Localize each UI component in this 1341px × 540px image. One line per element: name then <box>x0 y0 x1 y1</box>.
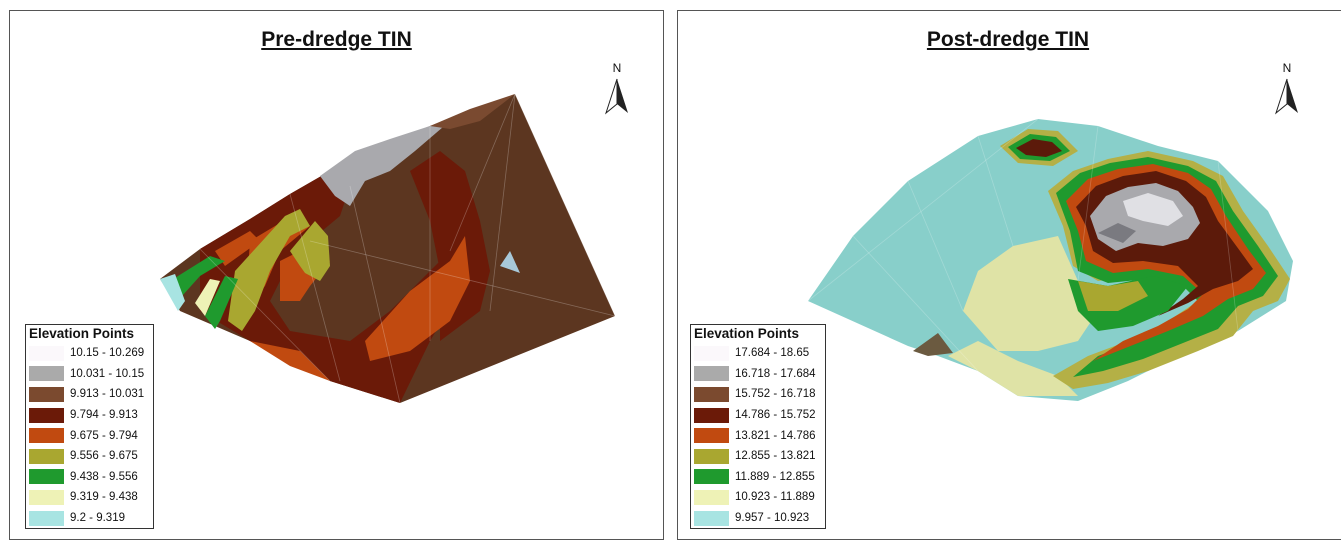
legend-swatch <box>694 469 729 485</box>
legend-label: 12.855 - 13.821 <box>735 450 816 463</box>
pre-dredge-tin-surface <box>160 93 616 404</box>
legend-item: 9.319 - 9.438 <box>26 487 153 508</box>
legend-item: 16.718 - 17.684 <box>691 364 825 385</box>
legend-item: 14.786 - 15.752 <box>691 405 825 426</box>
elevation-legend-right: Elevation Points 17.684 - 18.65 16.718 -… <box>690 324 826 529</box>
legend-swatch <box>29 386 64 402</box>
legend-item: 9.438 - 9.556 <box>26 467 153 488</box>
legend-label: 10.15 - 10.269 <box>70 347 145 360</box>
legend-label: 14.786 - 15.752 <box>735 409 816 422</box>
legend-label: 9.438 - 9.556 <box>70 470 138 483</box>
legend-item: 13.821 - 14.786 <box>691 425 825 446</box>
legend-item: 9.2 - 9.319 <box>26 508 153 529</box>
north-arrow-icon <box>605 78 628 115</box>
legend-label: 10.923 - 11.889 <box>735 491 815 504</box>
legend-swatch <box>29 510 64 526</box>
legend-swatch <box>694 428 729 444</box>
north-arrow-left: N <box>602 61 632 121</box>
north-arrow-icon <box>1275 78 1298 115</box>
legend-swatch <box>694 407 729 423</box>
legend-label: 9.957 - 10.923 <box>735 512 810 525</box>
legend-swatch <box>29 407 64 423</box>
legend-swatch <box>694 448 729 464</box>
legend-swatch <box>29 489 64 505</box>
legend-title: Elevation Points <box>694 326 800 341</box>
legend-item: 9.794 - 9.913 <box>26 405 153 426</box>
north-label: N <box>1282 61 1292 75</box>
legend-item: 9.913 - 10.031 <box>26 384 153 405</box>
legend-label: 9.319 - 9.438 <box>70 491 138 504</box>
legend-label: 11.889 - 12.855 <box>735 470 815 483</box>
post-dredge-map-panel: Post-dredge TIN <box>677 10 1341 540</box>
legend-swatch <box>694 489 729 505</box>
legend-item: 9.957 - 10.923 <box>691 508 825 529</box>
legend-swatch <box>29 448 64 464</box>
legend-swatch <box>29 428 64 444</box>
legend-item: 9.556 - 9.675 <box>26 446 153 467</box>
legend-label: 16.718 - 17.684 <box>735 367 816 380</box>
legend-label: 13.821 - 14.786 <box>735 429 816 442</box>
legend-item: 17.684 - 18.65 <box>691 343 825 364</box>
legend-swatch <box>29 469 64 485</box>
pre-dredge-title: Pre-dredge TIN <box>261 28 412 51</box>
legend-item: 10.031 - 10.15 <box>26 364 153 385</box>
legend-swatch <box>694 345 729 361</box>
legend-swatch <box>694 366 729 382</box>
elevation-legend-left: Elevation Points 10.15 - 10.269 10.031 -… <box>25 324 154 529</box>
legend-swatch <box>29 345 64 361</box>
legend-label: 9.675 - 9.794 <box>70 429 138 442</box>
post-dredge-title: Post-dredge TIN <box>926 28 1090 51</box>
legend-label: 9.794 - 9.913 <box>70 409 138 422</box>
legend-swatch <box>694 386 729 402</box>
legend-title: Elevation Points <box>29 326 135 341</box>
legend-item: 12.855 - 13.821 <box>691 446 825 467</box>
legend-label: 9.913 - 10.031 <box>70 388 145 401</box>
legend-item: 9.675 - 9.794 <box>26 425 153 446</box>
legend-swatch <box>29 366 64 382</box>
post-dredge-tin-surface <box>807 118 1293 401</box>
legend-label: 17.684 - 18.65 <box>735 347 810 360</box>
legend-item: 15.752 - 16.718 <box>691 384 825 405</box>
pre-dredge-map-panel: Pre-dredge TIN <box>9 10 664 540</box>
legend-label: 9.556 - 9.675 <box>70 450 138 463</box>
north-label: N <box>612 61 622 75</box>
legend-item: 11.889 - 12.855 <box>691 467 825 488</box>
legend-label: 9.2 - 9.319 <box>70 512 125 525</box>
legend-item: 10.15 - 10.269 <box>26 343 153 364</box>
north-arrow-right: N <box>1272 61 1302 121</box>
legend-label: 10.031 - 10.15 <box>70 367 145 380</box>
legend-swatch <box>694 510 729 526</box>
legend-item: 10.923 - 11.889 <box>691 487 825 508</box>
legend-label: 15.752 - 16.718 <box>735 388 816 401</box>
